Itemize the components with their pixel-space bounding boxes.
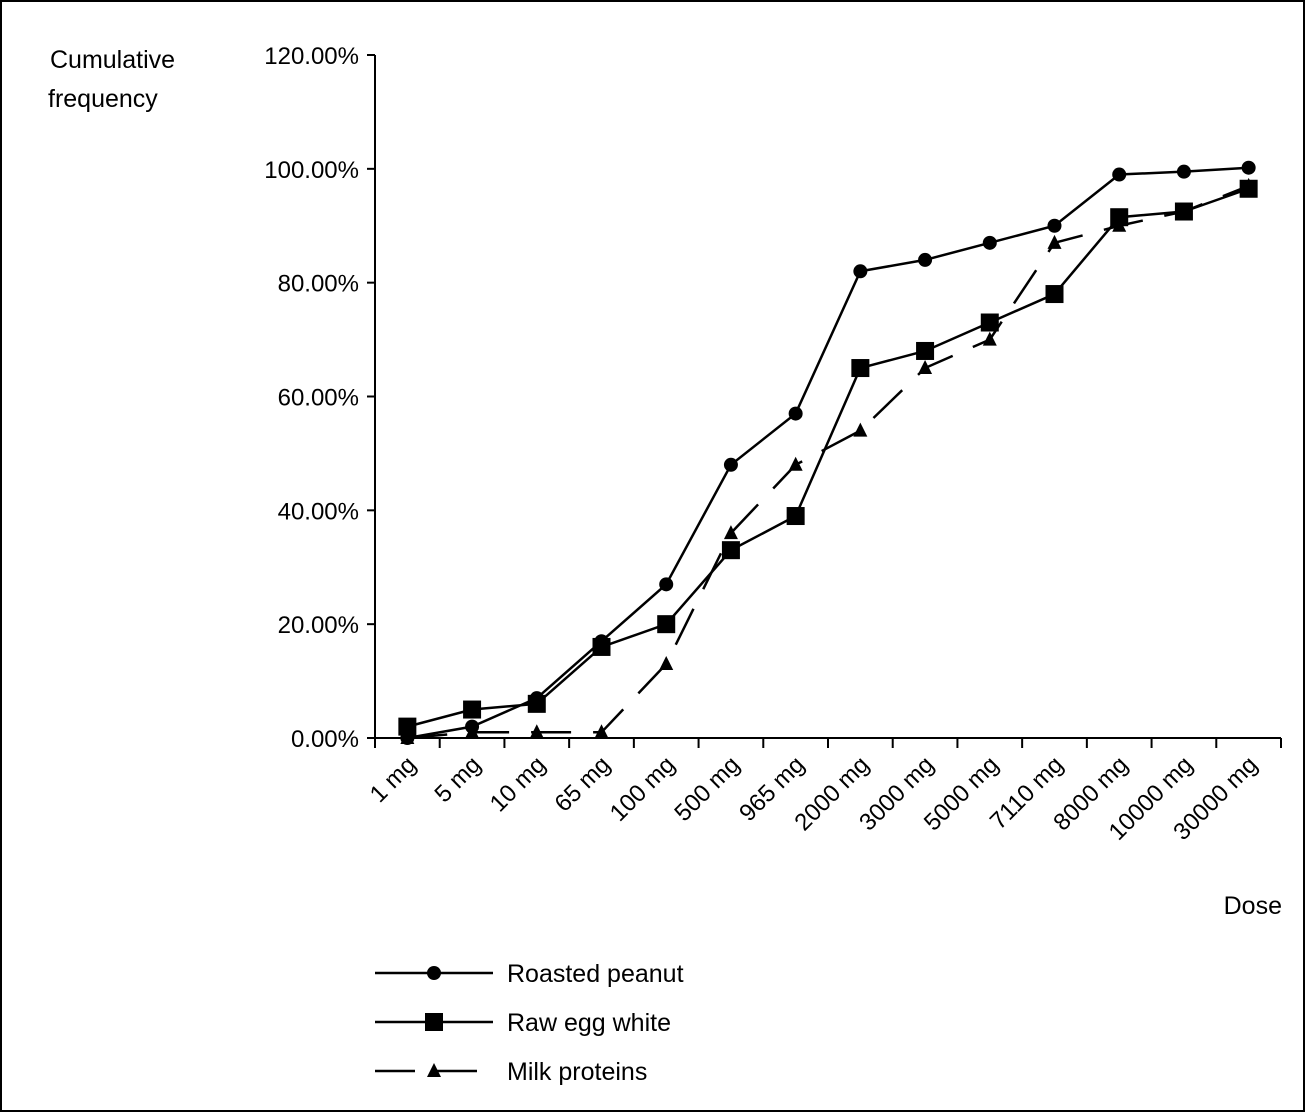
series-line [407,187,1250,728]
y-tick-label: 0.00% [291,726,359,753]
data-point [788,406,803,421]
axes [374,55,1281,739]
data-point [659,577,674,592]
data-point [980,313,999,332]
data-point [918,252,933,267]
series-line [407,184,1250,740]
x-tick-label: 100 mg [605,751,681,827]
y-tick-label: 60.00% [278,385,359,412]
y-tick-label: 100.00% [264,157,359,184]
y-ticks: 0.00% 20.00% 40.00% 60.00% 80.00% 100.00% 120.… [264,43,375,753]
data-point [916,341,935,360]
y-tick-label: 120.00% [264,43,359,70]
data-point [1241,177,1256,192]
x-tick-label: 5 mg [429,751,486,808]
x-tick-label: 1 mg [365,751,422,808]
x-tick-label: 500 mg [669,751,745,827]
series-layer [398,160,1258,745]
y-axis-label-line-1: Cumulative [50,46,175,74]
legend: Roasted peanut Raw egg white Milk proteins [375,960,684,1086]
data-point [982,331,997,346]
data-point [1176,164,1191,179]
series-line [407,166,1249,740]
data-point [592,637,611,656]
data-point [463,700,482,719]
data-point [594,724,609,739]
data-point [853,422,868,437]
data-point [788,456,803,471]
y-axis-label-line-2: frequency [48,85,158,113]
legend-item: Raw egg white [375,1009,671,1037]
legend-item: Milk proteins [375,1058,647,1086]
data-point [1110,208,1129,227]
x-tick-label: 10 mg [485,751,551,817]
data-point [657,615,676,634]
legend-item: Roasted peanut [375,960,684,988]
data-point [659,656,674,671]
legend-label: Roasted peanut [507,960,684,988]
data-point [398,717,417,736]
series-square [398,179,1258,736]
legend-swatch-marker [427,1063,441,1077]
series-circle [400,160,1256,745]
data-point [853,264,868,279]
data-point [1112,217,1127,232]
legend-label: Milk proteins [507,1058,647,1086]
data-point [851,359,870,378]
data-point [1045,285,1064,304]
data-point [527,694,546,713]
data-point [1112,167,1127,182]
legend-label: Raw egg white [507,1009,671,1037]
data-point [723,525,738,540]
data-point [1241,160,1256,175]
data-point [1047,234,1062,249]
series-triangle [400,177,1256,744]
legend-swatch-marker [425,1013,443,1031]
y-tick-label: 80.00% [278,271,359,298]
data-point [786,507,805,526]
data-point [529,724,544,739]
legend-swatch-marker [427,966,441,980]
data-point [1176,203,1191,218]
data-point [982,235,997,250]
data-point [723,457,738,472]
y-tick-label: 40.00% [278,498,359,525]
data-point [918,360,933,375]
x-axis-label: Dose [1224,892,1282,920]
data-point [1047,218,1062,233]
y-tick-label: 20.00% [278,612,359,639]
data-point [465,724,480,739]
data-point [721,541,740,560]
data-point [400,730,415,744]
